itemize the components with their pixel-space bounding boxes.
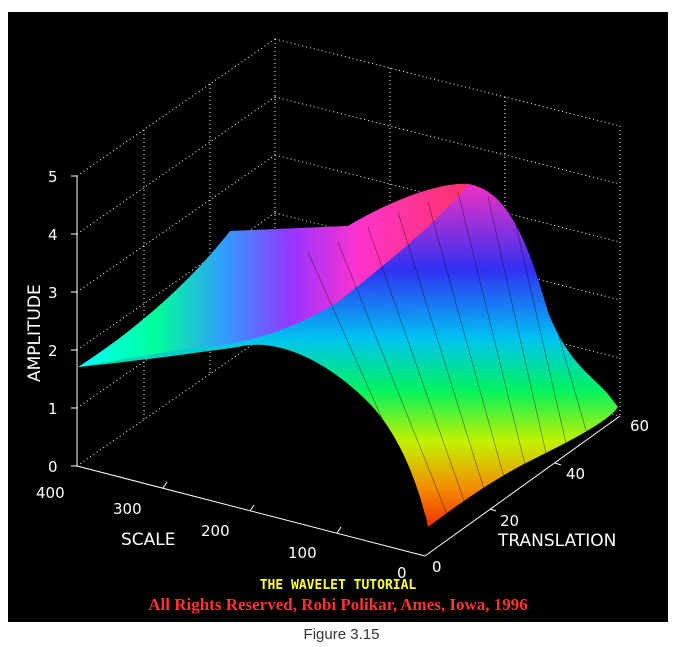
x-tick-200: 200 bbox=[201, 522, 230, 540]
x-tick-300: 300 bbox=[113, 500, 142, 518]
z-tick-4: 4 bbox=[48, 226, 58, 244]
z-tick-2: 2 bbox=[48, 342, 58, 360]
x-tick-100: 100 bbox=[288, 544, 317, 562]
x-tick-0: 0 bbox=[397, 564, 407, 582]
figure-caption: Figure 3.15 bbox=[303, 626, 380, 643]
y-tick-20: 20 bbox=[500, 512, 519, 530]
tutorial-title: THE WAVELET TUTORIAL bbox=[259, 578, 417, 593]
surface-plot: 5 4 3 2 1 0 400 300 200 100 0 0 20 40 60… bbox=[25, 38, 649, 582]
z-tick-0: 0 bbox=[48, 458, 58, 476]
x-axis-title: SCALE bbox=[121, 530, 176, 550]
axes bbox=[76, 176, 621, 557]
x-tick-400: 400 bbox=[36, 484, 65, 502]
copyright-notice: All Rights Reserved, Robi Polikar, Ames,… bbox=[148, 595, 528, 614]
tick-marks bbox=[71, 175, 562, 534]
y-tick-60: 60 bbox=[630, 417, 649, 435]
y-tick-40: 40 bbox=[566, 465, 585, 483]
z-tick-3: 3 bbox=[48, 284, 58, 302]
surface bbox=[78, 183, 618, 528]
y-axis-title: TRANSLATION bbox=[497, 531, 616, 551]
figure-panel: 5 4 3 2 1 0 400 300 200 100 0 0 20 40 60… bbox=[8, 12, 668, 622]
z-tick-1: 1 bbox=[48, 400, 58, 418]
y-tick-0: 0 bbox=[432, 558, 442, 576]
z-axis-title: AMPLITUDE bbox=[25, 284, 45, 382]
z-tick-5: 5 bbox=[48, 168, 58, 186]
